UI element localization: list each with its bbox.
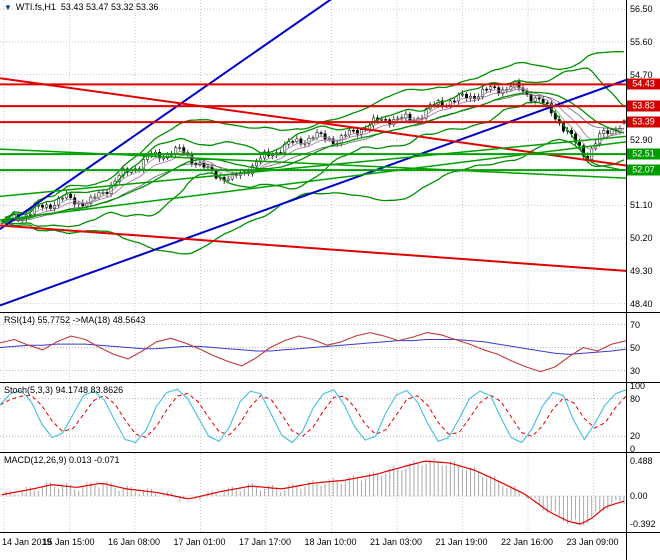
time-axis-label: 15 Jan 15:00: [42, 537, 95, 547]
trendline[interactable]: [0, 79, 626, 307]
time-scale[interactable]: 14 Jan 2019 15 Jan 15:00 16 Jan 08:00 17 Ja…: [0, 533, 626, 560]
price-level-badge: 54.43: [627, 78, 660, 90]
vertical-gridlines: [3, 0, 594, 312]
vertical-gridlines: [3, 383, 594, 452]
stoch-tick-label: 20: [630, 431, 641, 442]
moving-averages: [1, 86, 625, 223]
price-tick-label: 51.10: [630, 200, 653, 211]
trendline[interactable]: [0, 135, 626, 198]
rsi-tick-label: 30: [630, 365, 641, 376]
price-level-badge: 53.39: [627, 116, 660, 128]
price-tick-label: 52.90: [630, 135, 653, 145]
price-tick-label: 54.70: [630, 69, 653, 80]
stochastic-canvas: [0, 383, 626, 452]
instrument-dropdown-icon[interactable]: ▼: [4, 3, 12, 12]
stoch-tick-label: 80: [630, 393, 641, 404]
level-lines[interactable]: [0, 83, 626, 172]
macd-tick-label: -0.392: [630, 519, 656, 530]
panel-separator[interactable]: [0, 452, 660, 453]
time-axis-label: 16 Jan 08:00: [108, 537, 161, 547]
price-level-badge: 52.51: [627, 148, 660, 160]
macd-tick-label: 0.488: [630, 456, 653, 467]
chart-title-bar: ▼ WTI.fs,H1 53.43 53.47 53.32 53.36: [4, 2, 159, 12]
macd-tick-label: 0.00: [630, 491, 648, 502]
price-tick-label: 49.30: [630, 265, 653, 276]
rsi-tick-label: 70: [630, 319, 641, 330]
stoch-tick-label: 0: [630, 443, 636, 454]
trendlines[interactable]: [0, 0, 626, 307]
price-level-badge: 53.83: [627, 100, 660, 112]
symbol-timeframe-label: WTI.fs,H1: [15, 2, 56, 12]
panel-separator[interactable]: [0, 532, 660, 533]
time-axis-label: 22 Jan 16:00: [501, 537, 554, 547]
macd-panel[interactable]: MACD(12,26,9) 0.013 -0.071: [0, 453, 626, 532]
price-tick-label: 50.20: [630, 233, 653, 244]
ohlc-quote-label: 53.43 53.47 53.32 53.36: [60, 2, 159, 12]
macd-canvas: [0, 453, 626, 532]
trendline[interactable]: [0, 0, 626, 230]
stochastic-indicator-label: Stoch(5,3,3) 94.1748 83.8626: [4, 385, 124, 395]
time-axis-label: 17 Jan 17:00: [239, 537, 292, 547]
panel-separator[interactable]: [0, 312, 660, 313]
time-axis-label: 21 Jan 03:00: [370, 537, 423, 547]
panel-separator[interactable]: [0, 382, 660, 383]
horizontal-gridlines: [0, 8, 626, 305]
macd-indicator-label: MACD(12,26,9) 0.013 -0.071: [4, 455, 120, 465]
price-level-badge: 52.07: [627, 164, 660, 176]
price-tick-label: 48.40: [630, 298, 653, 309]
price-tick-label: 55.60: [630, 36, 653, 47]
rsi-canvas: [0, 313, 626, 382]
trendline[interactable]: [0, 224, 626, 272]
time-axis-label: 14 Jan 2019: [2, 537, 52, 547]
time-axis-label: 23 Jan 09:00: [566, 537, 619, 547]
stoch-tick-label: 100: [630, 381, 646, 392]
rsi-panel[interactable]: RSI(14) 55.7752 ->MA(18) 48.5643: [0, 313, 626, 382]
rsi-indicator-label: RSI(14) 55.7752 ->MA(18) 48.5643: [4, 315, 146, 325]
price-scale[interactable]: 56.50 55.60 54.70 52.90 51.10 50.20 49.30 48.40…: [626, 0, 660, 560]
price-tick-label: 56.50: [630, 4, 653, 15]
time-axis-label: 21 Jan 19:00: [435, 537, 488, 547]
main-chart-panel[interactable]: ▼ WTI.fs,H1 53.43 53.47 53.32 53.36: [0, 0, 626, 312]
stochastic-panel[interactable]: Stoch(5,3,3) 94.1748 83.8626: [0, 383, 626, 452]
rsi-tick-label: 50: [630, 342, 641, 353]
main-chart-canvas: [0, 0, 626, 312]
time-axis-label: 17 Jan 01:00: [173, 537, 226, 547]
macd-histogram: [1, 458, 625, 526]
time-axis-label: 18 Jan 10:00: [304, 537, 357, 547]
